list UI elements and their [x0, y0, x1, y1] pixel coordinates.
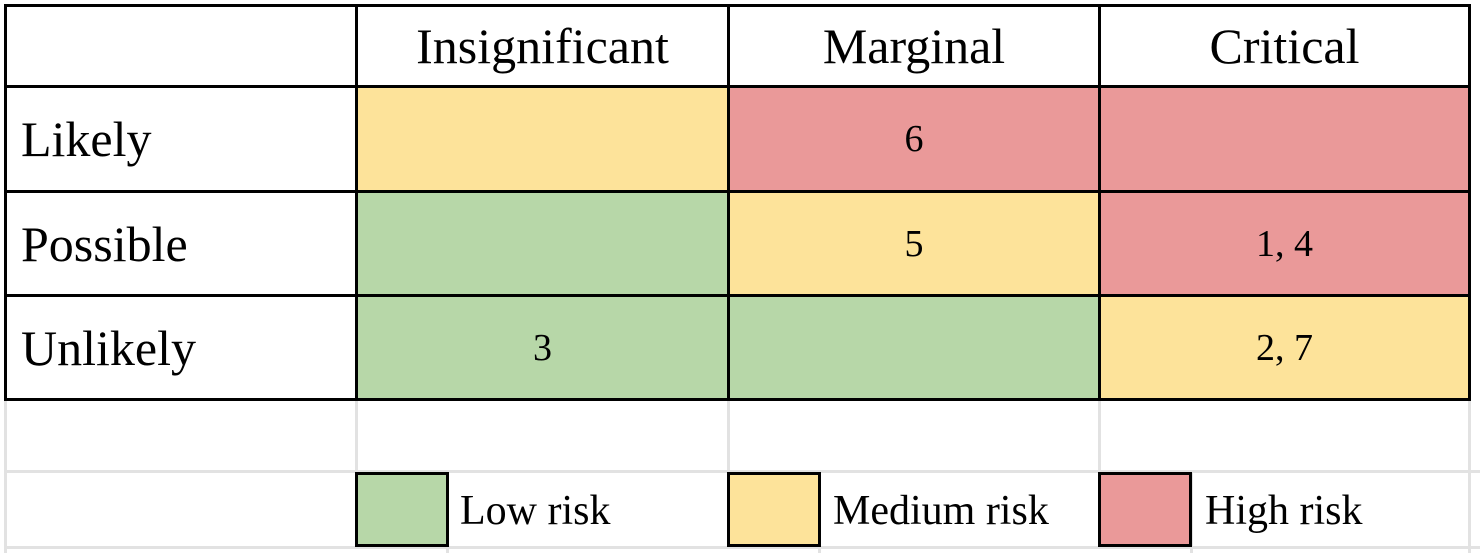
sheet-gridline — [4, 470, 1480, 473]
table-border — [4, 4, 1471, 7]
column-header-insignificant[interactable]: Insignificant — [416, 18, 669, 74]
legend-label-medium: Medium risk — [833, 488, 1049, 534]
table-border — [4, 85, 1471, 88]
column-header-marginal[interactable]: Marginal — [822, 18, 1006, 74]
table-border — [4, 398, 1471, 401]
legend-swatch-low — [355, 472, 449, 547]
table-border — [4, 4, 7, 401]
table-border — [355, 4, 358, 401]
row-label-unlikely[interactable]: Unlikely — [21, 319, 196, 376]
legend-swatch-medium — [727, 472, 821, 547]
matrix-cell-unlikely-critical[interactable]: 2, 7 — [1101, 297, 1468, 398]
row-label-likely[interactable]: Likely — [21, 111, 152, 167]
matrix-cell-possible-marginal[interactable]: 5 — [730, 193, 1098, 294]
table-border — [1098, 4, 1101, 401]
table-border — [4, 294, 1471, 297]
sheet-gridline — [4, 398, 7, 553]
matrix-cell-unlikely-marginal[interactable] — [730, 297, 1098, 398]
sheet-gridline — [355, 398, 358, 473]
table-border — [727, 4, 730, 401]
sheet-gridline — [1098, 398, 1101, 473]
matrix-cell-unlikely-insignificant[interactable]: 3 — [358, 297, 727, 398]
matrix-cell-likely-insignificant[interactable] — [358, 88, 727, 190]
matrix-cell-possible-critical[interactable]: 1, 4 — [1101, 193, 1468, 294]
row-label-possible[interactable]: Possible — [21, 215, 188, 272]
legend-label-low: Low risk — [460, 488, 611, 534]
sheet-gridline — [1468, 398, 1471, 553]
matrix-cell-likely-marginal[interactable]: 6 — [730, 88, 1098, 190]
table-border — [1468, 4, 1471, 401]
table-border — [4, 190, 1471, 193]
sheet-gridline — [4, 546, 1480, 549]
legend-label-high: High risk — [1205, 488, 1363, 534]
matrix-cell-possible-insignificant[interactable] — [358, 193, 727, 294]
column-header-critical[interactable]: Critical — [1209, 18, 1360, 74]
header-corner-cell[interactable] — [7, 7, 355, 85]
sheet-gridline — [727, 398, 730, 473]
legend-swatch-high — [1098, 472, 1192, 547]
matrix-cell-likely-critical[interactable] — [1101, 88, 1468, 190]
